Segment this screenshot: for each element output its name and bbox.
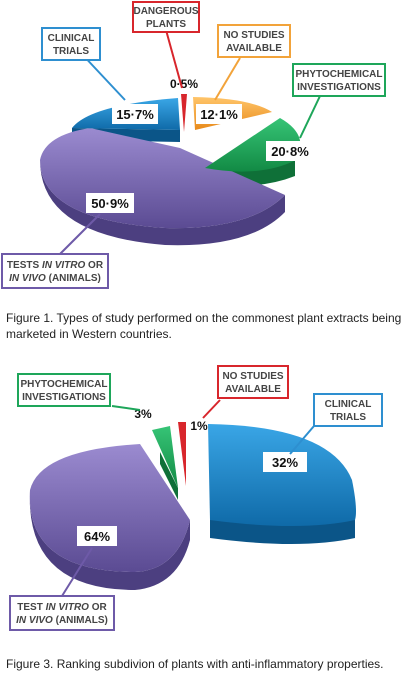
slice-dangerous bbox=[181, 94, 187, 132]
callout-tests-line2: IN VIVO (ANIMALS) bbox=[9, 273, 101, 284]
value-label-tests: 50·9% bbox=[91, 196, 129, 211]
value-label-dangerous: 0·5% bbox=[170, 77, 198, 91]
callout3-line-tests bbox=[61, 547, 93, 597]
figure1-pie-svg: 15·7% 0·5% 12·1% 20·8% 50·9% CLINICAL TR… bbox=[1, 1, 386, 289]
callout3-line-clinical bbox=[289, 425, 315, 455]
figure1-caption: Figure 1. Types of study performed on th… bbox=[6, 311, 402, 341]
callout3-line-phyto bbox=[111, 405, 141, 411]
callout-nostudies-line1: NO STUDIES bbox=[223, 30, 284, 41]
slice3-side-clinical bbox=[210, 520, 355, 544]
callout-line-phyto bbox=[299, 95, 321, 139]
figure3-pie-svg: 64% 3% 1% 32% PHYTOCHEMICAL INVESTIGATIO… bbox=[9, 365, 383, 631]
callout3-line-nostudies bbox=[202, 399, 221, 419]
callout-box-clinical bbox=[41, 27, 101, 61]
label-bg-clinical bbox=[112, 104, 158, 124]
value3-label-clinical: 32% bbox=[272, 455, 298, 470]
callout3-clinical-line2: TRIALS bbox=[330, 412, 366, 423]
callout-line-dangerous bbox=[165, 29, 183, 89]
value-label-clinical: 15·7% bbox=[116, 107, 154, 122]
value-label-nostudies: 12·1% bbox=[200, 107, 238, 122]
callout-line-tests bbox=[59, 213, 101, 255]
slice3-tests bbox=[29, 444, 190, 572]
value-label-phyto: 20·8% bbox=[271, 144, 309, 159]
callout3-box-clinical bbox=[313, 393, 383, 427]
label-bg-tests bbox=[86, 193, 134, 213]
callout-dangerous-line1: DANGEROUS bbox=[133, 6, 198, 17]
callout-box-dangerous bbox=[132, 1, 200, 33]
callout-nostudies-line2: AVAILABLE bbox=[226, 43, 282, 54]
callout-box-tests bbox=[1, 253, 109, 289]
callout3-phyto-line1: PHYTOCHEMICAL bbox=[20, 379, 107, 390]
slice3-side-phyto bbox=[160, 452, 178, 500]
label-bg-phyto bbox=[266, 141, 314, 161]
figure3-chart: 64% 3% 1% 32% PHYTOCHEMICAL INVESTIGATIO… bbox=[0, 360, 412, 652]
callout3-tests-line2: IN VIVO (ANIMALS) bbox=[16, 615, 108, 626]
callout-clinical-line2: TRIALS bbox=[53, 46, 89, 57]
callout3-phyto-line2: INVESTIGATIONS bbox=[22, 392, 106, 403]
callout-dangerous-line2: PLANTS bbox=[146, 19, 186, 30]
label3-bg-tests bbox=[77, 526, 117, 546]
callout-tests-line1: TESTS IN VITRO OR bbox=[7, 260, 104, 271]
callout-box-phyto bbox=[292, 63, 386, 97]
value3-label-nostudies: 1% bbox=[190, 419, 208, 433]
callout3-nostudies-line1: NO STUDIES bbox=[222, 371, 283, 382]
callout3-box-nostudies bbox=[217, 365, 289, 399]
callout3-box-phyto bbox=[17, 373, 111, 407]
value3-label-tests: 64% bbox=[84, 529, 110, 544]
callout3-nostudies-line2: AVAILABLE bbox=[225, 384, 281, 395]
callout-clinical-line1: CLINICAL bbox=[48, 33, 95, 44]
label-bg-nostudies bbox=[196, 104, 242, 124]
callout3-box-tests bbox=[9, 595, 115, 631]
callout-line-nostudies bbox=[214, 57, 241, 101]
callout-phyto-line2: INVESTIGATIONS bbox=[297, 82, 381, 93]
callout-phyto-line1: PHYTOCHEMICAL bbox=[295, 69, 382, 80]
label3-bg-clinical bbox=[263, 452, 307, 472]
slice3-nostudies bbox=[178, 422, 186, 486]
figure1-chart: 15·7% 0·5% 12·1% 20·8% 50·9% CLINICAL TR… bbox=[0, 0, 412, 300]
figure3-caption: Figure 3. Ranking subdivion of plants wi… bbox=[6, 657, 384, 671]
slice-side-tests bbox=[40, 160, 285, 246]
callout-box-nostudies bbox=[217, 24, 291, 58]
slice3-phyto bbox=[152, 426, 178, 488]
slice3-side-tests bbox=[29, 490, 190, 590]
slice3-clinical bbox=[208, 424, 356, 526]
callout3-clinical-line1: CLINICAL bbox=[325, 399, 372, 410]
callout3-tests-line1: TEST IN VITRO OR bbox=[17, 602, 107, 613]
